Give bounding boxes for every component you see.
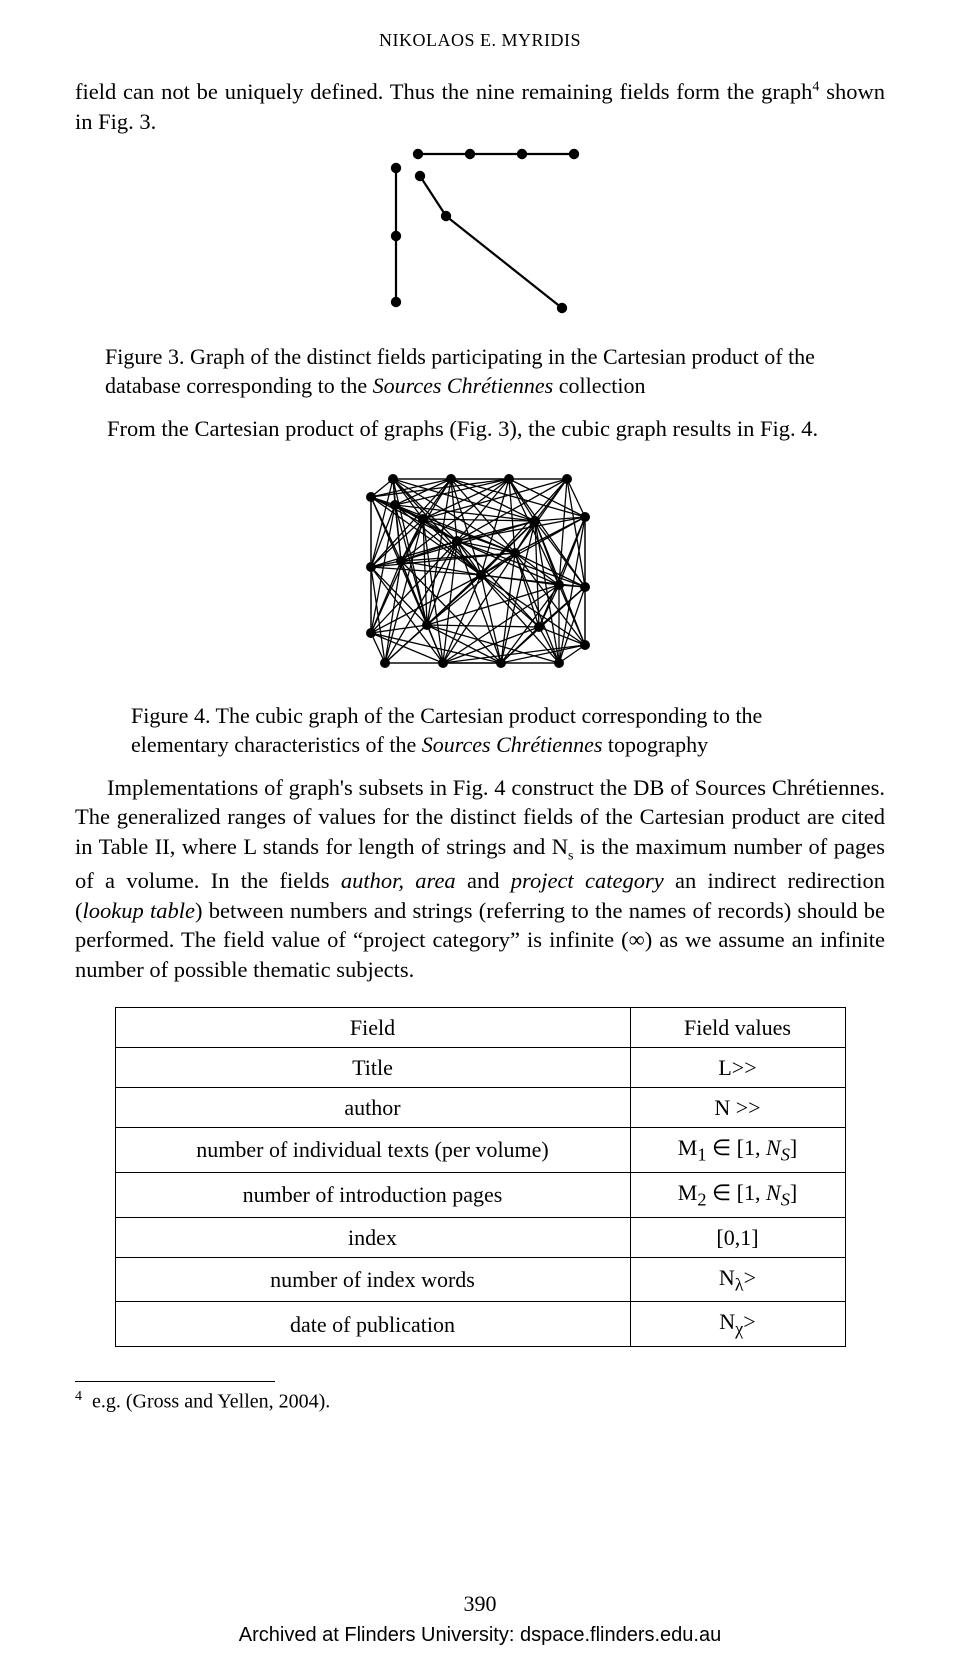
table-2: FieldField valuesTitleL>>authorN >>numbe…: [115, 1007, 846, 1348]
footnote-mark: 4: [75, 1389, 82, 1404]
table-row: number of individual texts (per volume)M…: [115, 1127, 845, 1172]
table-cell-value: M1 ∈ [1, NS]: [630, 1127, 845, 1172]
table-cell-field: number of index words: [115, 1257, 630, 1302]
table-cell-field: author: [115, 1087, 630, 1127]
paragraph-1: field can not be uniquely defined. Thus …: [75, 77, 885, 136]
p3-i3: lookup table: [83, 898, 196, 923]
table-cell-field: date of publication: [115, 1302, 630, 1347]
table-cell-value: N >>: [630, 1087, 845, 1127]
table-row: number of index wordsNλ>: [115, 1257, 845, 1302]
paragraph-3: Implementations of graph's subsets in Fi…: [75, 773, 885, 985]
table-cell-field: number of introduction pages: [115, 1172, 630, 1217]
table-cell-field: index: [115, 1217, 630, 1257]
figure-3-caption: Figure 3. Graph of the distinct fields p…: [75, 343, 885, 399]
table-cell-value: M2 ∈ [1, NS]: [630, 1172, 845, 1217]
p3-c: and: [456, 868, 511, 893]
footnote-text: e.g. (Gross and Yellen, 2004).: [92, 1391, 330, 1413]
table-row: TitleL>>: [115, 1047, 845, 1087]
table-cell-value: Nλ>: [630, 1257, 845, 1302]
p3-i1: author, area: [341, 868, 456, 893]
table-row: number of introduction pagesM2 ∈ [1, NS]: [115, 1172, 845, 1217]
running-head-author: NIKOLAOS E. MYRIDIS: [75, 30, 885, 51]
table-row: FieldField values: [115, 1007, 845, 1047]
table-row: index[0,1]: [115, 1217, 845, 1257]
table-row: authorN >>: [115, 1087, 845, 1127]
fig3-cap-post: collection: [553, 373, 645, 398]
table-cell-value: [0,1]: [630, 1217, 845, 1257]
p3-e: ) between numbers and strings (referring…: [75, 898, 885, 982]
paragraph-2: From the Cartesian product of graphs (Fi…: [75, 414, 885, 444]
footnote-rule: [75, 1381, 275, 1382]
table-header-values: Field values: [630, 1007, 845, 1047]
archive-line: Archived at Flinders University: dspace.…: [0, 1624, 960, 1647]
fig3-label: Figure 3.: [105, 344, 184, 369]
fig4-label: Figure 4.: [131, 703, 210, 728]
para1-pre: field can not be uniquely defined. Thus …: [75, 79, 812, 104]
figure-4-graph: [335, 457, 625, 687]
table-cell-value: L>>: [630, 1047, 845, 1087]
figure-3: [75, 148, 885, 333]
fig4-cap-post: topography: [602, 732, 708, 757]
footnote-4: 4 e.g. (Gross and Yellen, 2004).: [75, 1388, 885, 1415]
figure-4: [75, 457, 885, 692]
figure-3-graph: [330, 148, 630, 328]
table-cell-field: number of individual texts (per volume): [115, 1127, 630, 1172]
page-number: 390: [0, 1591, 960, 1617]
table-row: date of publicationNχ>: [115, 1302, 845, 1347]
fig4-cap-italic: Sources Chrétiennes: [422, 732, 603, 757]
figure-4-caption: Figure 4. The cubic graph of the Cartesi…: [75, 702, 885, 758]
fig3-cap-italic: Sources Chrétiennes: [373, 373, 554, 398]
table-header-field: Field: [115, 1007, 630, 1047]
table-cell-value: Nχ>: [630, 1302, 845, 1347]
p3-i2: project category: [511, 868, 664, 893]
table-cell-field: Title: [115, 1047, 630, 1087]
